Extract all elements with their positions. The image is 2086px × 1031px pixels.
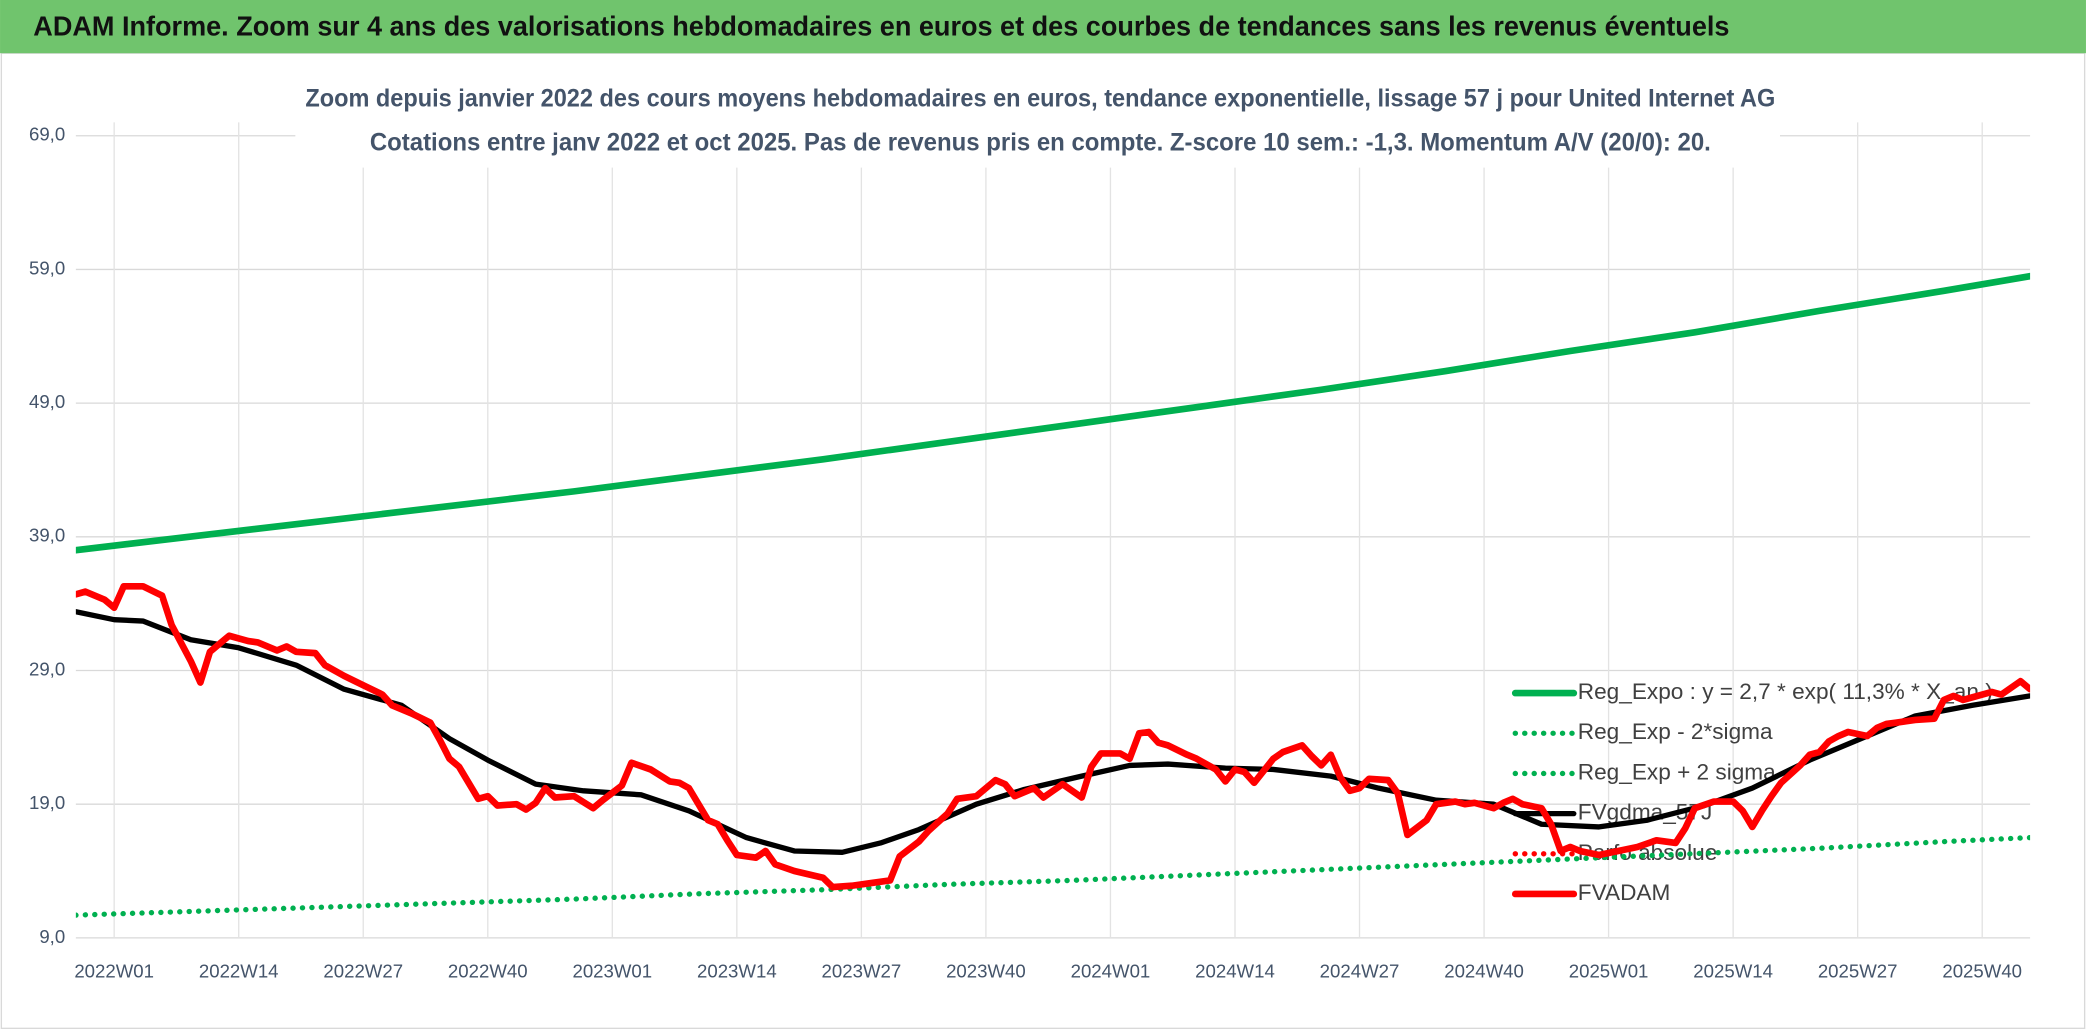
banner-title: ADAM Informe. Zoom sur 4 ans des valoris… [33, 10, 1729, 41]
x-tick-label: 2022W01 [74, 960, 154, 981]
plot [75, 272, 2031, 918]
x-tick-label: 2025W01 [1569, 960, 1649, 981]
x-tick-label: 2024W01 [1071, 960, 1151, 981]
x-tick-label: 2023W27 [822, 960, 902, 981]
legend-label: Reg_Exp - 2*sigma [1578, 719, 1773, 744]
y-tick-label: 9,0 [39, 926, 65, 947]
x-tick-label: 2025W40 [1942, 960, 2022, 981]
y-tick-label: 29,0 [29, 658, 65, 679]
y-tick-label: 59,0 [29, 257, 65, 278]
x-tick-label: 2024W14 [1195, 960, 1275, 981]
chart-subtitle: Cotations entre janv 2022 et oct 2025. P… [370, 128, 1711, 156]
y-tick-label: 49,0 [29, 391, 65, 412]
legend-label: Reg_Exp + 2 sigma [1578, 759, 1776, 784]
x-tick-label: 2024W27 [1320, 960, 1400, 981]
x-tick-label: 2023W40 [946, 960, 1026, 981]
y-tick-label: 69,0 [29, 124, 65, 145]
grid: 9,0 19,0 29,0 39,0 49,0 59,0 69,0 2022W01 2022W1… [29, 122, 2031, 981]
y-tick-label: 39,0 [29, 525, 65, 546]
x-tick-label: 2022W40 [448, 960, 528, 981]
x-tick-label: 2023W14 [697, 960, 777, 981]
x-tick-label: 2023W01 [572, 960, 652, 981]
x-tick-label: 2025W27 [1818, 960, 1898, 981]
legend-label: FVADAM [1578, 880, 1671, 905]
y-tick-label: 19,0 [29, 792, 65, 813]
chart-title: Zoom depuis janvier 2022 des cours moyen… [305, 84, 1775, 112]
x-tick-label: 2024W40 [1444, 960, 1524, 981]
x-tick-label: 2022W27 [323, 960, 403, 981]
banner [0, 0, 2086, 54]
x-tick-label: 2025W14 [1693, 960, 1773, 981]
series-line [75, 834, 2031, 918]
legend-label: Reg_Expo : y = 2,7 * exp( 11,3% * X_an ) [1578, 679, 1993, 704]
x-tick-label: 2022W14 [199, 960, 279, 981]
series-line [75, 609, 2031, 855]
series-line [75, 272, 2031, 554]
title-box [295, 77, 1780, 168]
series-line [75, 582, 2031, 891]
